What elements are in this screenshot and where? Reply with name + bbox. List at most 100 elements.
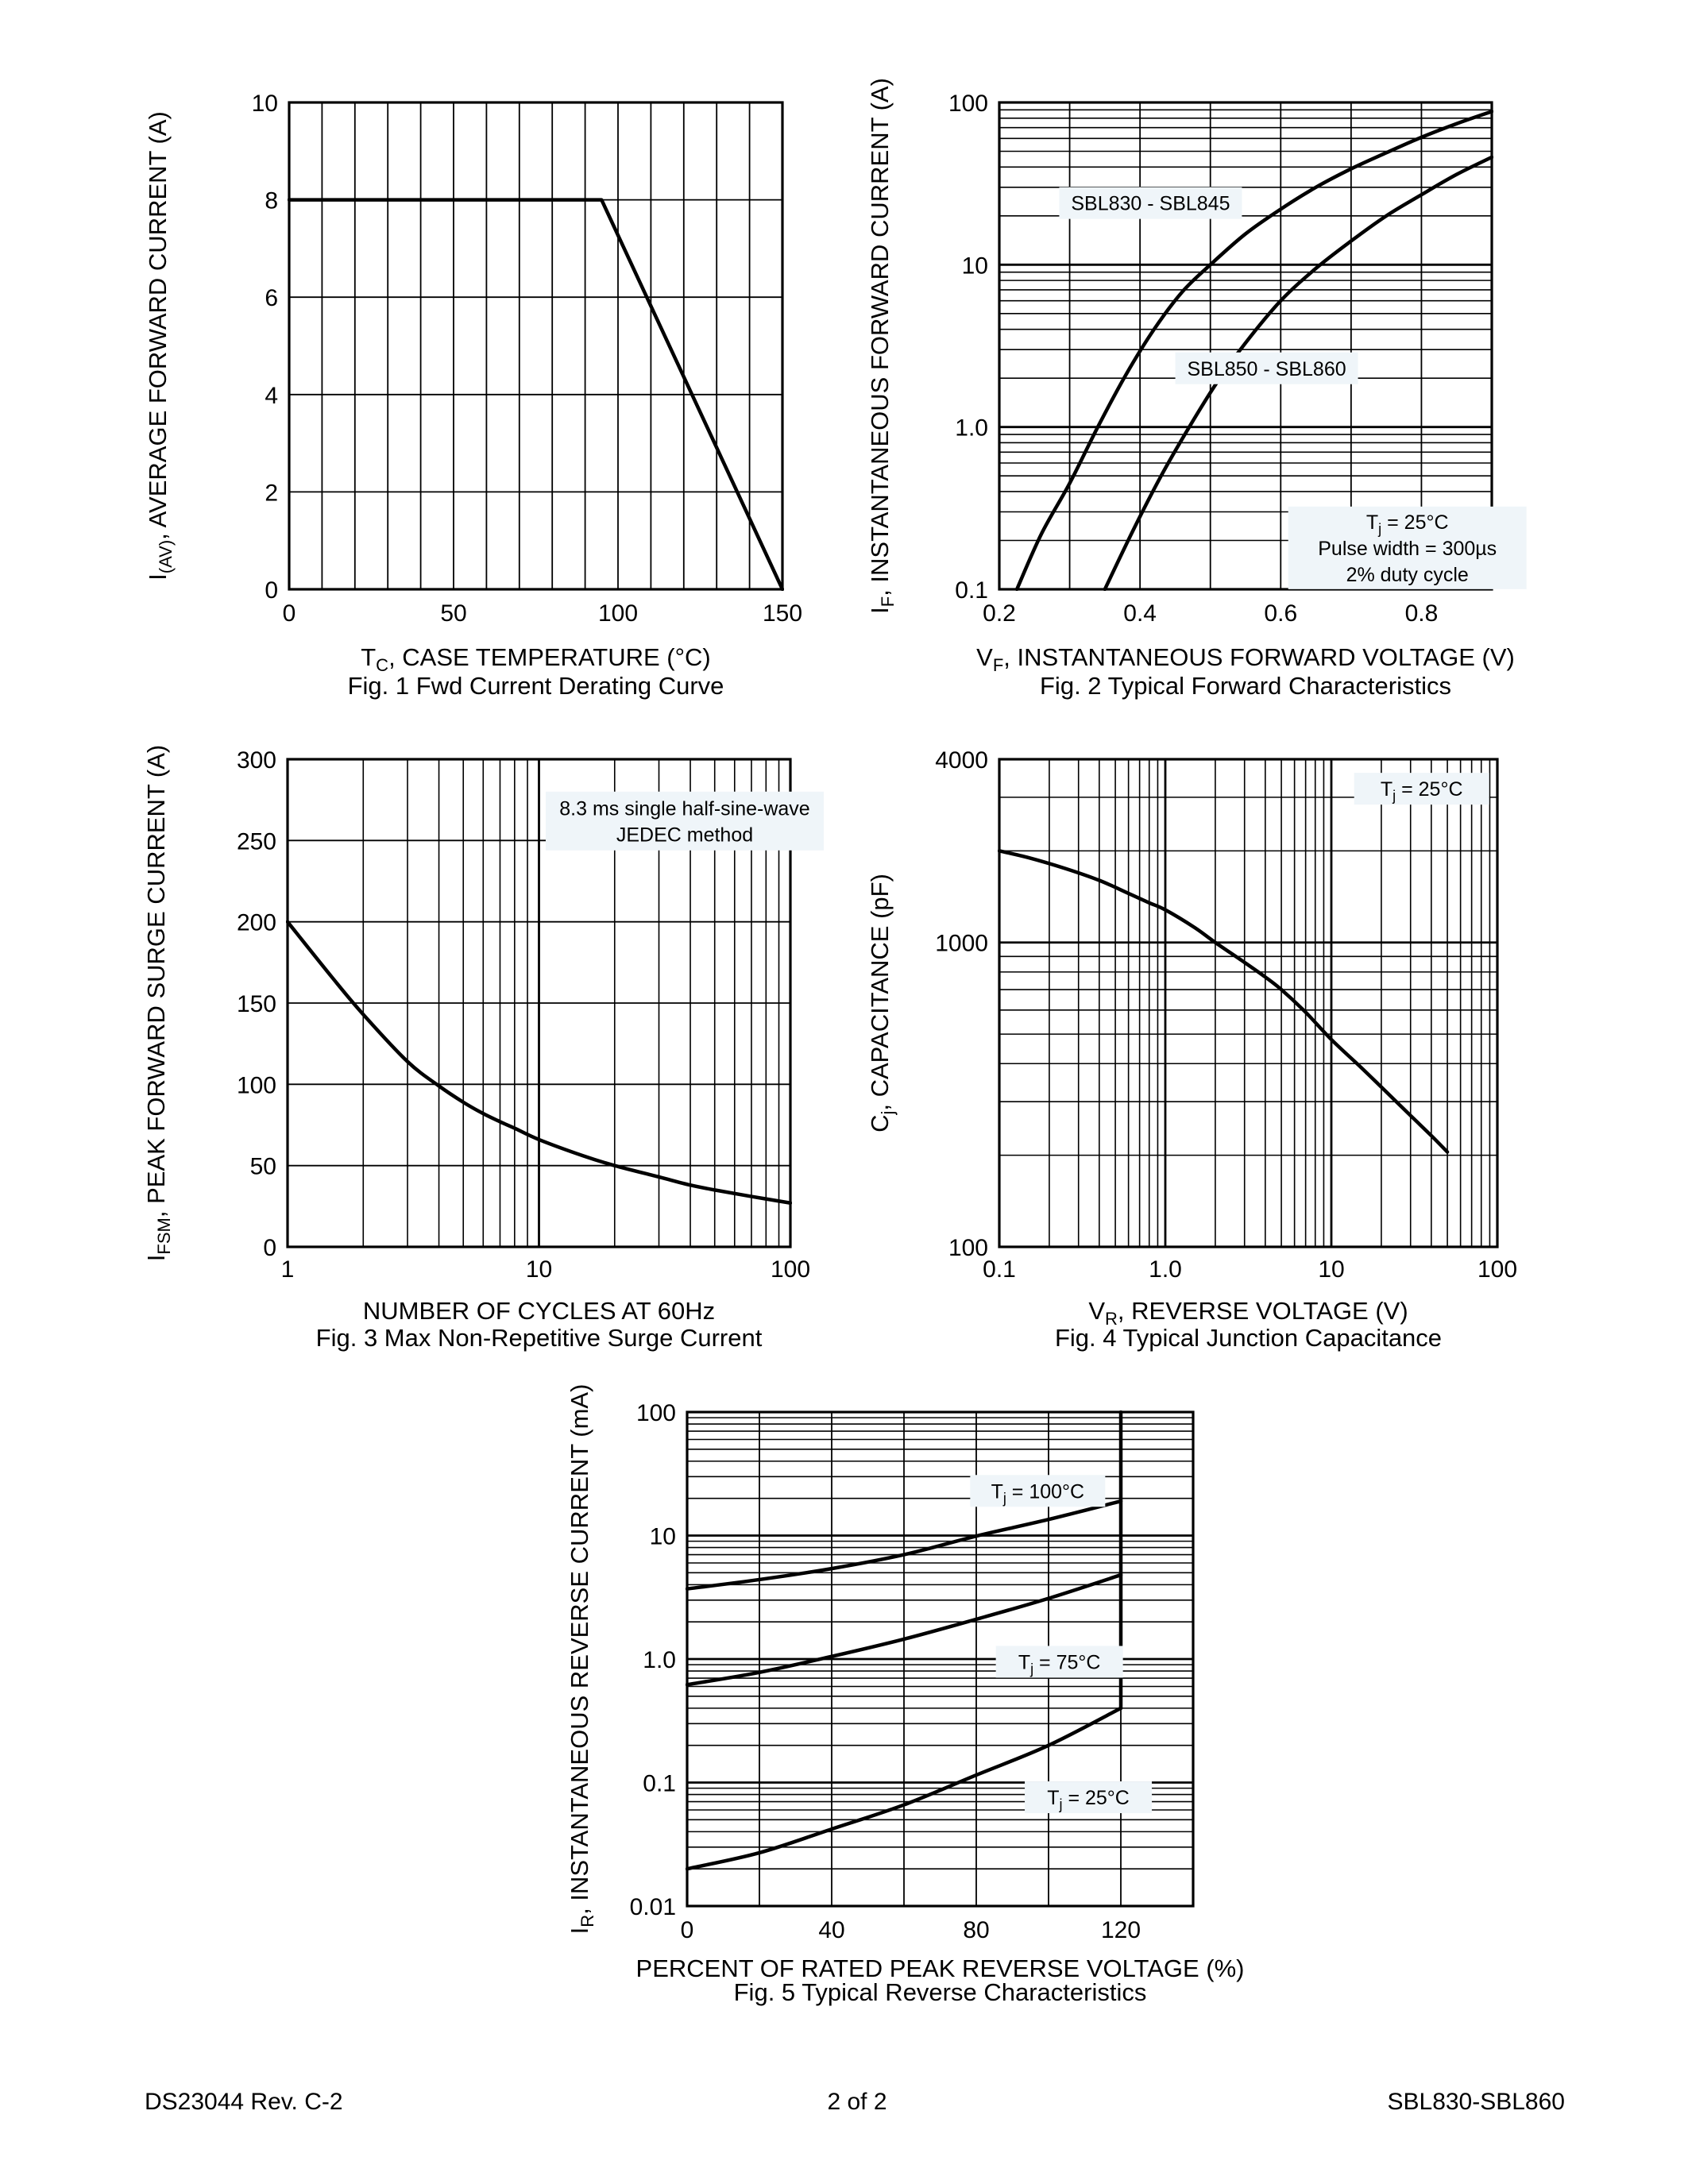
fig3-caption: Fig. 3 Max Non-Repetitive Surge Current <box>316 1324 763 1352</box>
fig1-y-ticks: 0 2 4 6 8 10 <box>252 91 278 604</box>
fig5-y-tick: 100 <box>636 1400 676 1426</box>
fig2-y-tick: 10 <box>962 253 988 279</box>
fig1-caption: Fig. 1 Fwd Current Derating Curve <box>348 672 724 700</box>
fig5-series-0 <box>686 1499 1123 1591</box>
fig5-y-tick: 10 <box>650 1524 676 1550</box>
fig2-series-0 <box>1014 110 1493 591</box>
fig1-x-axis-title: TC, CASE TEMPERATURE (°C) <box>361 643 711 675</box>
fig3-series-0 <box>286 920 792 1205</box>
fig2-plot-border <box>998 101 1493 591</box>
fig1-y-tick: 8 <box>265 188 278 214</box>
fig3-y-axis-title: IFSM, PEAK FORWARD SURGE CURRENT (A) <box>142 745 174 1261</box>
fig1-y-axis-title: I(AV), AVERAGE FORWARD CURRENT (A) <box>144 111 176 581</box>
fig4-y-tick: 1000 <box>935 931 988 957</box>
fig2-annotation-box-1 <box>1175 352 1358 384</box>
fig5-y-axis-title: IR, INSTANTANEOUS REVERSE CURRENT (mA) <box>566 1384 597 1935</box>
fig3-annotation-box-0 <box>546 791 825 851</box>
fig2-x-tick: 0.6 <box>1264 600 1297 627</box>
fig4-y-ticks: 100 1000 4000 <box>935 747 988 1261</box>
fig5-annotation-text-2-0: Tj = 25°C <box>1047 1787 1130 1812</box>
fig1-x-tick: 50 <box>440 600 466 627</box>
fig4-plot-border <box>998 758 1499 1248</box>
fig5-y-tick: 0.01 <box>630 1894 676 1920</box>
fig4-series <box>998 849 1450 1154</box>
fig2-y-tick: 0.1 <box>955 577 988 604</box>
fig3-plot-border <box>286 758 792 1248</box>
fig1-x-tick: 0 <box>283 600 296 627</box>
fig1-y-tick: 10 <box>252 91 278 117</box>
figure-fig3: 8.3 ms single half-sine-wave JEDEC method… <box>142 745 825 1352</box>
fig2-gridlines <box>999 102 1492 589</box>
fig5-x-tick: 40 <box>818 1917 844 1943</box>
fig2-annotation-text-2-0: Tj = 25°C <box>1366 511 1449 537</box>
fig2-y-axis-title: IF, INSTANTANEOUS FORWARD CURRENT (A) <box>866 78 898 614</box>
fig2-y-tick: 1.0 <box>955 415 988 442</box>
fig1-x-tick: 150 <box>763 600 802 627</box>
fig3-x-axis-title: NUMBER OF CYCLES AT 60Hz <box>363 1297 715 1325</box>
fig3-y-tick: 0 <box>263 1235 276 1261</box>
figure-fig1: 0 50 100 150 0 2 4 6 8 10 TC, CASE TEMPERATURE (°C… <box>144 91 802 700</box>
fig5-annotations: Tj = 100°C Tj = 75°C Tj = 25°C <box>970 1475 1153 1814</box>
fig4-caption: Fig. 4 Typical Junction Capacitance <box>1055 1324 1442 1352</box>
fig4-series-0 <box>998 849 1450 1154</box>
fig5-gridlines <box>687 1412 1193 1906</box>
fig5-annotation-box-0 <box>970 1475 1106 1507</box>
fig2-annotation-box-0 <box>1059 187 1242 219</box>
fig1-x-ticks: 0 50 100 150 <box>283 600 802 627</box>
fig1-y-tick: 6 <box>265 285 278 311</box>
fig1-x-tick: 100 <box>598 600 638 627</box>
fig2-x-axis-title: VF, INSTANTANEOUS FORWARD VOLTAGE (V) <box>976 643 1515 675</box>
figure-fig5: Tj = 100°C Tj = 75°C Tj = 25°C 0 40 80 120 0.01… <box>566 1384 1244 2006</box>
fig3-x-tick: 1 <box>281 1256 295 1283</box>
fig1-y-tick: 0 <box>265 577 278 604</box>
fig4-y-tick: 4000 <box>935 747 988 774</box>
fig4-gridlines <box>999 759 1497 1247</box>
figure-fig4: Tj = 25°C 0.1 1.0 10 100 100 1000 4000 VR, REVER… <box>866 747 1517 1352</box>
fig5-caption: Fig. 5 Typical Reverse Characteristics <box>734 1978 1147 2006</box>
fig5-y-tick: 1.0 <box>643 1647 676 1673</box>
fig2-x-tick: 0.8 <box>1405 600 1439 627</box>
footer-doc-number: DS23044 Rev. C-2 <box>145 2089 343 2115</box>
fig5-series-1 <box>686 1572 1123 1687</box>
fig5-x-axis-title: PERCENT OF RATED PEAK REVERSE VOLTAGE (%… <box>636 1954 1245 1982</box>
fig1-y-tick: 4 <box>265 383 278 409</box>
fig5-x-tick: 0 <box>681 1917 694 1943</box>
figure-fig2: SBL830 - SBL845 SBL850 - SBL860 Tj = 25°CP… <box>866 78 1527 700</box>
fig5-annotation-box-2 <box>1025 1781 1153 1814</box>
fig4-y-axis-title: Cj, CAPACITANCE (pF) <box>866 874 898 1133</box>
fig3-x-ticks: 1 10 100 <box>281 1256 810 1283</box>
fig5-x-tick: 80 <box>963 1917 989 1943</box>
fig3-y-tick: 50 <box>250 1154 276 1180</box>
fig3-y-tick: 250 <box>237 828 276 855</box>
fig3-x-tick: 100 <box>771 1256 810 1283</box>
fig4-annotations: Tj = 25°C <box>1354 773 1489 805</box>
fig4-annotation-text-0-0: Tj = 25°C <box>1381 778 1463 804</box>
fig1-series <box>288 198 784 591</box>
fig3-y-tick: 200 <box>237 910 276 936</box>
fig2-annotation-text-2-1: Pulse width = 300µs <box>1318 538 1497 560</box>
fig3-y-ticks: 0 50 100 150 200 250 300 <box>237 747 276 1261</box>
fig4-annotation-box-0 <box>1354 773 1489 805</box>
footer-part-number: SBL830-SBL860 <box>1387 2089 1565 2115</box>
fig1-y-tick: 2 <box>265 480 278 506</box>
fig4-x-tick: 0.1 <box>983 1256 1016 1283</box>
fig5-annotation-box-1 <box>995 1646 1123 1678</box>
fig2-annotation-box-2 <box>1288 506 1527 589</box>
fig3-y-tick: 300 <box>237 747 276 774</box>
fig1-series-0 <box>288 198 784 591</box>
fig2-x-tick: 0.4 <box>1123 600 1157 627</box>
footer-page-number: 2 of 2 <box>827 2089 887 2115</box>
fig5-y-ticks: 0.01 0.1 1.0 10 100 <box>630 1400 676 1920</box>
fig5-annotation-text-1-0: Tj = 75°C <box>1018 1651 1101 1677</box>
fig4-x-ticks: 0.1 1.0 10 100 <box>983 1256 1517 1283</box>
fig2-annotation-text-2-2: 2% duty cycle <box>1346 564 1469 586</box>
fig5-x-ticks: 0 40 80 120 <box>681 1917 1141 1943</box>
fig3-series <box>286 920 792 1205</box>
fig2-x-ticks: 0.2 0.4 0.6 0.8 <box>983 600 1438 627</box>
fig2-series <box>1014 110 1493 591</box>
fig3-annotations: 8.3 ms single half-sine-wave JEDEC method <box>546 791 825 851</box>
fig4-x-tick: 10 <box>1318 1256 1344 1283</box>
fig1-gridlines <box>289 102 782 589</box>
